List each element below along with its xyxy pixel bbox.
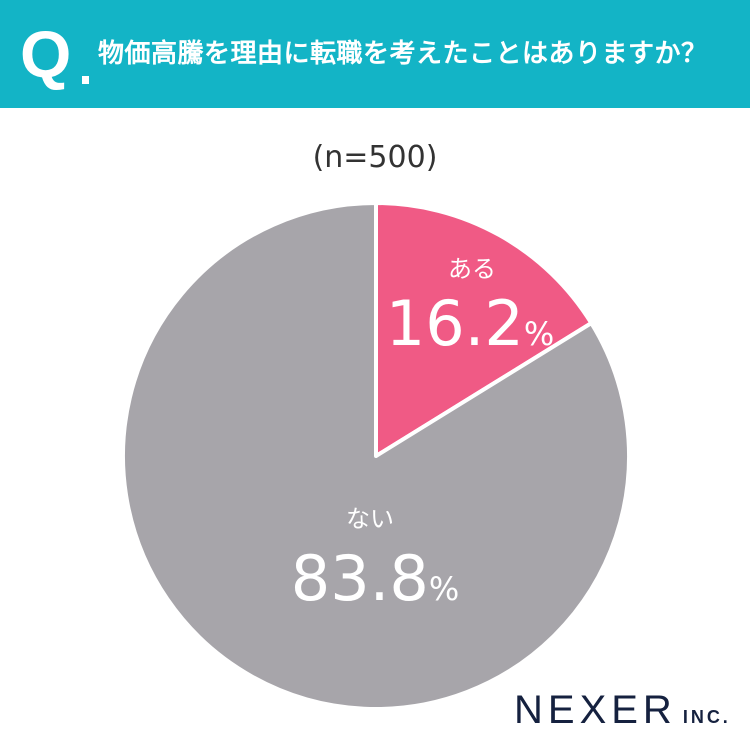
- logo-name: NEXER: [514, 688, 677, 732]
- slice-unit-1: %: [429, 570, 459, 608]
- q-dot: [82, 76, 89, 84]
- sample-size-label: (n=500): [312, 140, 438, 175]
- nexer-logo: NEXER INC.: [514, 688, 731, 733]
- slice-label-1: ない: [346, 505, 394, 533]
- q-mark: Q: [20, 17, 72, 91]
- question-header: Q 物価高騰を理由に転職を考えたことはありますか？: [0, 0, 750, 108]
- slice-unit-0: %: [524, 315, 554, 353]
- slice-label-0: ある: [448, 255, 496, 283]
- logo-suffix: INC.: [682, 707, 731, 727]
- pie-slice-1: [121, 201, 631, 711]
- pie-slice-0: [374, 201, 594, 458]
- chart-title: 物価高騰を理由に転職を考えたことはありますか？: [98, 39, 708, 69]
- slice-value-0: 16.2%: [386, 287, 554, 360]
